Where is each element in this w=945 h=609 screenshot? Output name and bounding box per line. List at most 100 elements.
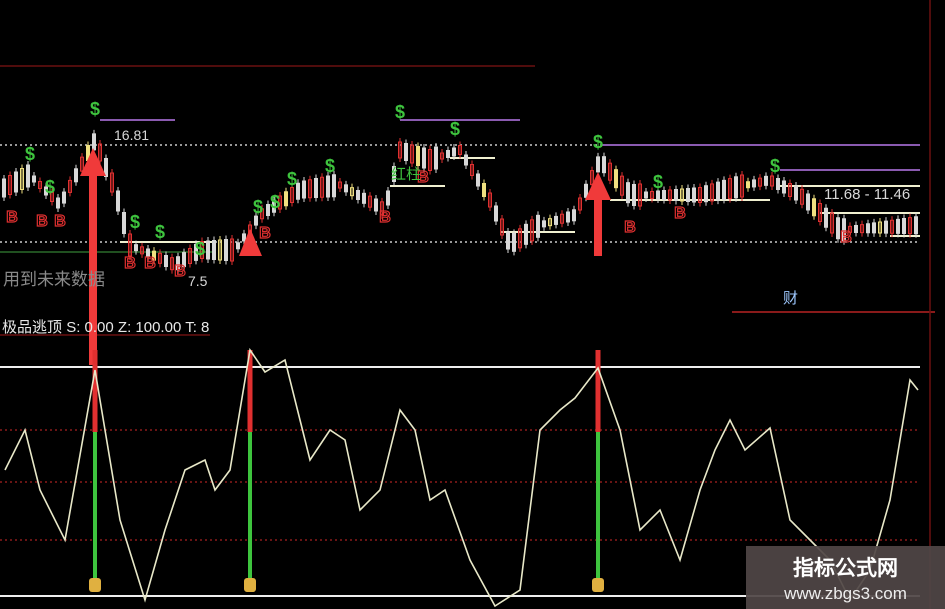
low-price-label: 7.5 xyxy=(188,273,208,289)
candle-body xyxy=(368,195,372,208)
sell-signal-icon: $ xyxy=(195,239,205,259)
candle-body xyxy=(302,180,306,199)
candle-body xyxy=(710,183,714,202)
candle-body xyxy=(800,188,804,205)
indicator-z: Z: 100.00 xyxy=(117,319,182,336)
candle-body xyxy=(476,173,480,187)
watermark-title: 指标公式网 xyxy=(793,557,898,580)
candle-body xyxy=(458,145,462,155)
candle-body xyxy=(662,190,666,200)
sell-signal-icon: $ xyxy=(253,197,263,217)
sell-signal-icon: $ xyxy=(770,156,780,176)
sell-signal-icon: $ xyxy=(25,144,35,164)
candle-body xyxy=(122,212,126,234)
candle-body xyxy=(224,239,228,261)
candle-body xyxy=(380,201,384,216)
candle-body xyxy=(260,208,264,220)
candle-body xyxy=(872,222,876,234)
future-data-note: 用到未来数据 xyxy=(3,270,105,289)
sell-signal-icon: $ xyxy=(395,102,405,122)
candle-body xyxy=(494,205,498,222)
buy-signal-icon: B xyxy=(6,209,18,226)
candle-body xyxy=(854,225,858,233)
candle-body xyxy=(338,181,342,189)
buy-signal-icon: B xyxy=(840,229,852,246)
candle-body xyxy=(512,232,516,252)
candle-body xyxy=(914,216,918,235)
candle-body xyxy=(80,156,84,172)
sell-signal-icon: $ xyxy=(325,156,335,176)
range-price-label: 11.68 - 11.46 xyxy=(824,186,911,203)
candle-body xyxy=(650,191,654,199)
sell-signal-icon: $ xyxy=(155,222,165,242)
candle-body xyxy=(572,209,576,222)
candle-body xyxy=(320,176,324,198)
candle-body xyxy=(836,217,840,240)
candle-body xyxy=(38,181,42,189)
candle-body xyxy=(14,171,18,193)
candle-body xyxy=(866,223,870,234)
candle-body xyxy=(548,218,552,227)
candle-body xyxy=(554,215,558,225)
buy-signal-icon: B xyxy=(124,255,136,272)
indicator-name: 极品逃顶 xyxy=(2,319,63,336)
candle-body xyxy=(140,246,144,255)
candle-body xyxy=(614,169,618,189)
candle-body xyxy=(830,212,834,234)
sell-signal-icon: $ xyxy=(653,172,663,192)
candle-body xyxy=(170,257,174,271)
candle-body xyxy=(500,218,504,236)
candle-body xyxy=(584,183,588,198)
red-bar-label: 红柱 xyxy=(391,166,422,183)
candle-body xyxy=(8,175,12,195)
finance-tab[interactable]: 财 xyxy=(783,290,799,307)
candle-body xyxy=(578,197,582,211)
candle-body xyxy=(626,182,630,204)
buy-signal-icon: B xyxy=(379,209,391,226)
candle-body xyxy=(794,185,798,201)
candle-body xyxy=(890,219,894,234)
candle-body xyxy=(356,190,360,200)
up-arrow-icon xyxy=(80,148,106,176)
candle-body xyxy=(44,186,48,196)
indicator-s: S: 0.00 xyxy=(66,319,114,336)
candle-body xyxy=(758,177,762,187)
candle-body xyxy=(536,214,540,238)
candle-body xyxy=(506,231,510,250)
candle-body xyxy=(560,213,564,224)
candle-body xyxy=(656,190,660,200)
candle-body xyxy=(242,233,246,242)
candle-body xyxy=(182,252,186,268)
sell-signal-icon: $ xyxy=(45,177,55,197)
candle-body xyxy=(2,178,6,198)
candle-body xyxy=(74,168,78,183)
candle-body xyxy=(788,183,792,197)
candle-body xyxy=(428,149,432,171)
candle-body xyxy=(20,168,24,190)
candle-body xyxy=(104,158,108,177)
candle-body xyxy=(26,164,30,188)
foot-marker-icon xyxy=(244,578,256,592)
candle-body xyxy=(392,166,396,182)
candle-body xyxy=(110,172,114,193)
candle-body xyxy=(746,181,750,189)
buy-signal-icon: B xyxy=(54,213,66,230)
candle-body xyxy=(350,187,354,197)
candle-body xyxy=(92,133,96,151)
candle-body xyxy=(32,175,36,183)
sell-signal-icon: $ xyxy=(270,192,280,212)
sell-signal-icon: $ xyxy=(450,119,460,139)
candle-body xyxy=(542,220,546,228)
candle-body xyxy=(638,183,642,207)
candle-body xyxy=(596,156,600,173)
candle-body xyxy=(254,215,258,226)
candle-body xyxy=(602,156,606,174)
indicator-header: 极品逃顶 S: 0.00 Z: 100.00 T: 8 xyxy=(2,316,209,337)
candle-body xyxy=(194,243,198,261)
candle-body xyxy=(176,256,180,271)
candle-body xyxy=(698,187,702,203)
arrow-shaft xyxy=(594,194,602,256)
foot-marker-icon xyxy=(89,578,101,592)
candle-body xyxy=(98,143,102,162)
